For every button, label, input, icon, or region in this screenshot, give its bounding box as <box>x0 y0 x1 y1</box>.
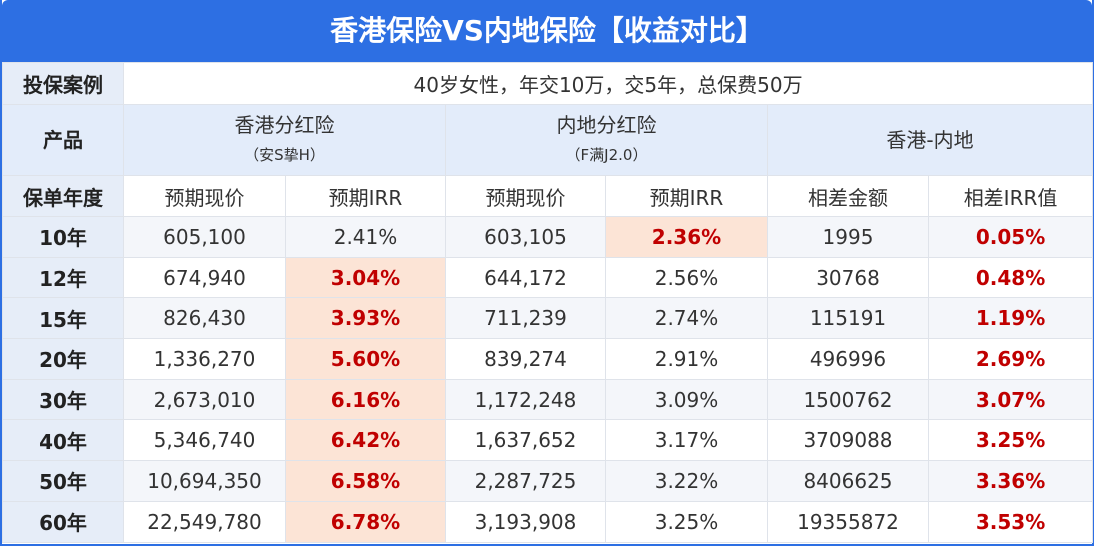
cell: 1995 <box>767 216 929 258</box>
column-header: 预期现价 <box>123 175 286 217</box>
cell: 5.60% <box>285 338 446 380</box>
product-row: 产品 香港分红险 （安S挚H） 内地分红险 （F满J2.0） 香港-内地 <box>2 104 1094 176</box>
data-row: 50年 10,694,350 6.58% 2,287,725 3.22% 8406625 3… <box>2 460 1094 502</box>
product: 香港分红险 （安S挚H） <box>123 104 446 176</box>
cell: 3.17% <box>605 419 768 462</box>
cell: 5,346,740 <box>123 419 286 462</box>
cell: 826,430 <box>123 297 286 340</box>
cell: 603,105 <box>445 216 606 258</box>
cell: 30768 <box>767 256 929 299</box>
cell: 8406625 <box>767 460 929 502</box>
column-header-row: 保单年度 预期现价 预期IRR 预期现价 预期IRR 相差金额 相差IRR值 <box>2 175 1094 217</box>
cell: 3.36% <box>927 460 1094 502</box>
row-label: 60年 <box>2 500 124 543</box>
cell: 711,239 <box>445 297 606 340</box>
column-header: 保单年度 <box>2 175 124 217</box>
column-header: 预期IRR <box>285 175 446 217</box>
cell: 2,287,725 <box>445 460 606 502</box>
cell: 2.41% <box>285 216 446 258</box>
row-label: 40年 <box>2 419 124 462</box>
cell: 115191 <box>767 297 929 340</box>
cell: 2.36% <box>605 216 768 258</box>
data-row: 20年 1,336,270 5.60% 839,274 2.91% 496996 2.69% <box>2 338 1094 380</box>
cell: 3709088 <box>767 419 929 462</box>
case-label: 投保案例 <box>2 62 124 105</box>
cell: 674,940 <box>123 256 286 299</box>
product-name: 香港分红险 <box>234 113 335 137</box>
cell: 3,193,908 <box>445 500 606 543</box>
data-row: 60年 22,549,780 6.78% 3,193,908 3.25% 19355872… <box>2 500 1094 543</box>
cell: 6.58% <box>285 460 446 502</box>
column-header: 预期IRR <box>605 175 768 217</box>
cell: 22,549,780 <box>123 500 286 543</box>
cell: 6.16% <box>285 378 446 421</box>
cell: 839,274 <box>445 338 606 380</box>
cell: 1.19% <box>927 297 1094 340</box>
cell: 3.53% <box>927 500 1094 543</box>
column-header: 预期现价 <box>445 175 606 217</box>
row-label: 12年 <box>2 256 124 299</box>
row-label: 30年 <box>2 378 124 421</box>
data-row: 10年 605,100 2.41% 603,105 2.36% 1995 0.05% <box>2 216 1094 258</box>
title: 香港保险VS内地保险【收益对比】 <box>2 0 1092 62</box>
case-row: 投保案例 40岁女性，年交10万，交5年，总保费50万 <box>2 62 1094 105</box>
cell: 6.42% <box>285 419 446 462</box>
product-note: （F满J2.0） <box>565 146 648 164</box>
cell: 3.04% <box>285 256 446 299</box>
cell: 0.05% <box>927 216 1094 258</box>
column-header: 相差IRR值 <box>927 175 1094 217</box>
row-label: 20年 <box>2 338 124 380</box>
column-header: 相差金额 <box>767 175 929 217</box>
cell: 2.69% <box>927 338 1094 380</box>
cell: 1,336,270 <box>123 338 286 380</box>
data-row: 30年 2,673,010 6.16% 1,172,248 3.09% 1500762 3.… <box>2 378 1094 421</box>
cell: 1500762 <box>767 378 929 421</box>
cell: 3.09% <box>605 378 768 421</box>
cell: 19355872 <box>767 500 929 543</box>
cell: 1,637,652 <box>445 419 606 462</box>
cell: 0.48% <box>927 256 1094 299</box>
product-name: 内地分红险 <box>556 113 657 137</box>
cell: 496996 <box>767 338 929 380</box>
cell: 3.22% <box>605 460 768 502</box>
data-row: 40年 5,346,740 6.42% 1,637,652 3.17% 3709088 3.… <box>2 419 1094 462</box>
product-name: 香港-内地 <box>886 128 974 152</box>
row-label: 15年 <box>2 297 124 340</box>
cell: 2.56% <box>605 256 768 299</box>
cell: 2.91% <box>605 338 768 380</box>
cell: 3.25% <box>927 419 1094 462</box>
cell: 3.07% <box>927 378 1094 421</box>
case-text: 40岁女性，年交10万，交5年，总保费50万 <box>122 62 1094 105</box>
cell: 3.93% <box>285 297 446 340</box>
product: 香港-内地 <box>766 104 1094 176</box>
comparison-table: 投保案例 40岁女性，年交10万，交5年，总保费50万 产品 香港分红险 （安S挚… <box>2 62 1094 543</box>
cell: 10,694,350 <box>123 460 286 502</box>
cell: 2,673,010 <box>123 378 286 421</box>
cell: 644,172 <box>445 256 606 299</box>
row-label: 50年 <box>2 460 124 502</box>
data-row: 12年 674,940 3.04% 644,172 2.56% 30768 0.48% <box>2 256 1094 299</box>
product-label: 产品 <box>2 104 124 176</box>
data-row: 15年 826,430 3.93% 711,239 2.74% 115191 1.19% <box>2 297 1094 340</box>
cell: 3.25% <box>605 500 768 543</box>
row-label: 10年 <box>2 216 124 258</box>
cell: 1,172,248 <box>445 378 606 421</box>
cell: 605,100 <box>123 216 286 258</box>
cell: 2.74% <box>605 297 768 340</box>
product-note: （安S挚H） <box>244 146 325 164</box>
cell: 6.78% <box>285 500 446 543</box>
product: 内地分红险 （F满J2.0） <box>445 104 768 176</box>
